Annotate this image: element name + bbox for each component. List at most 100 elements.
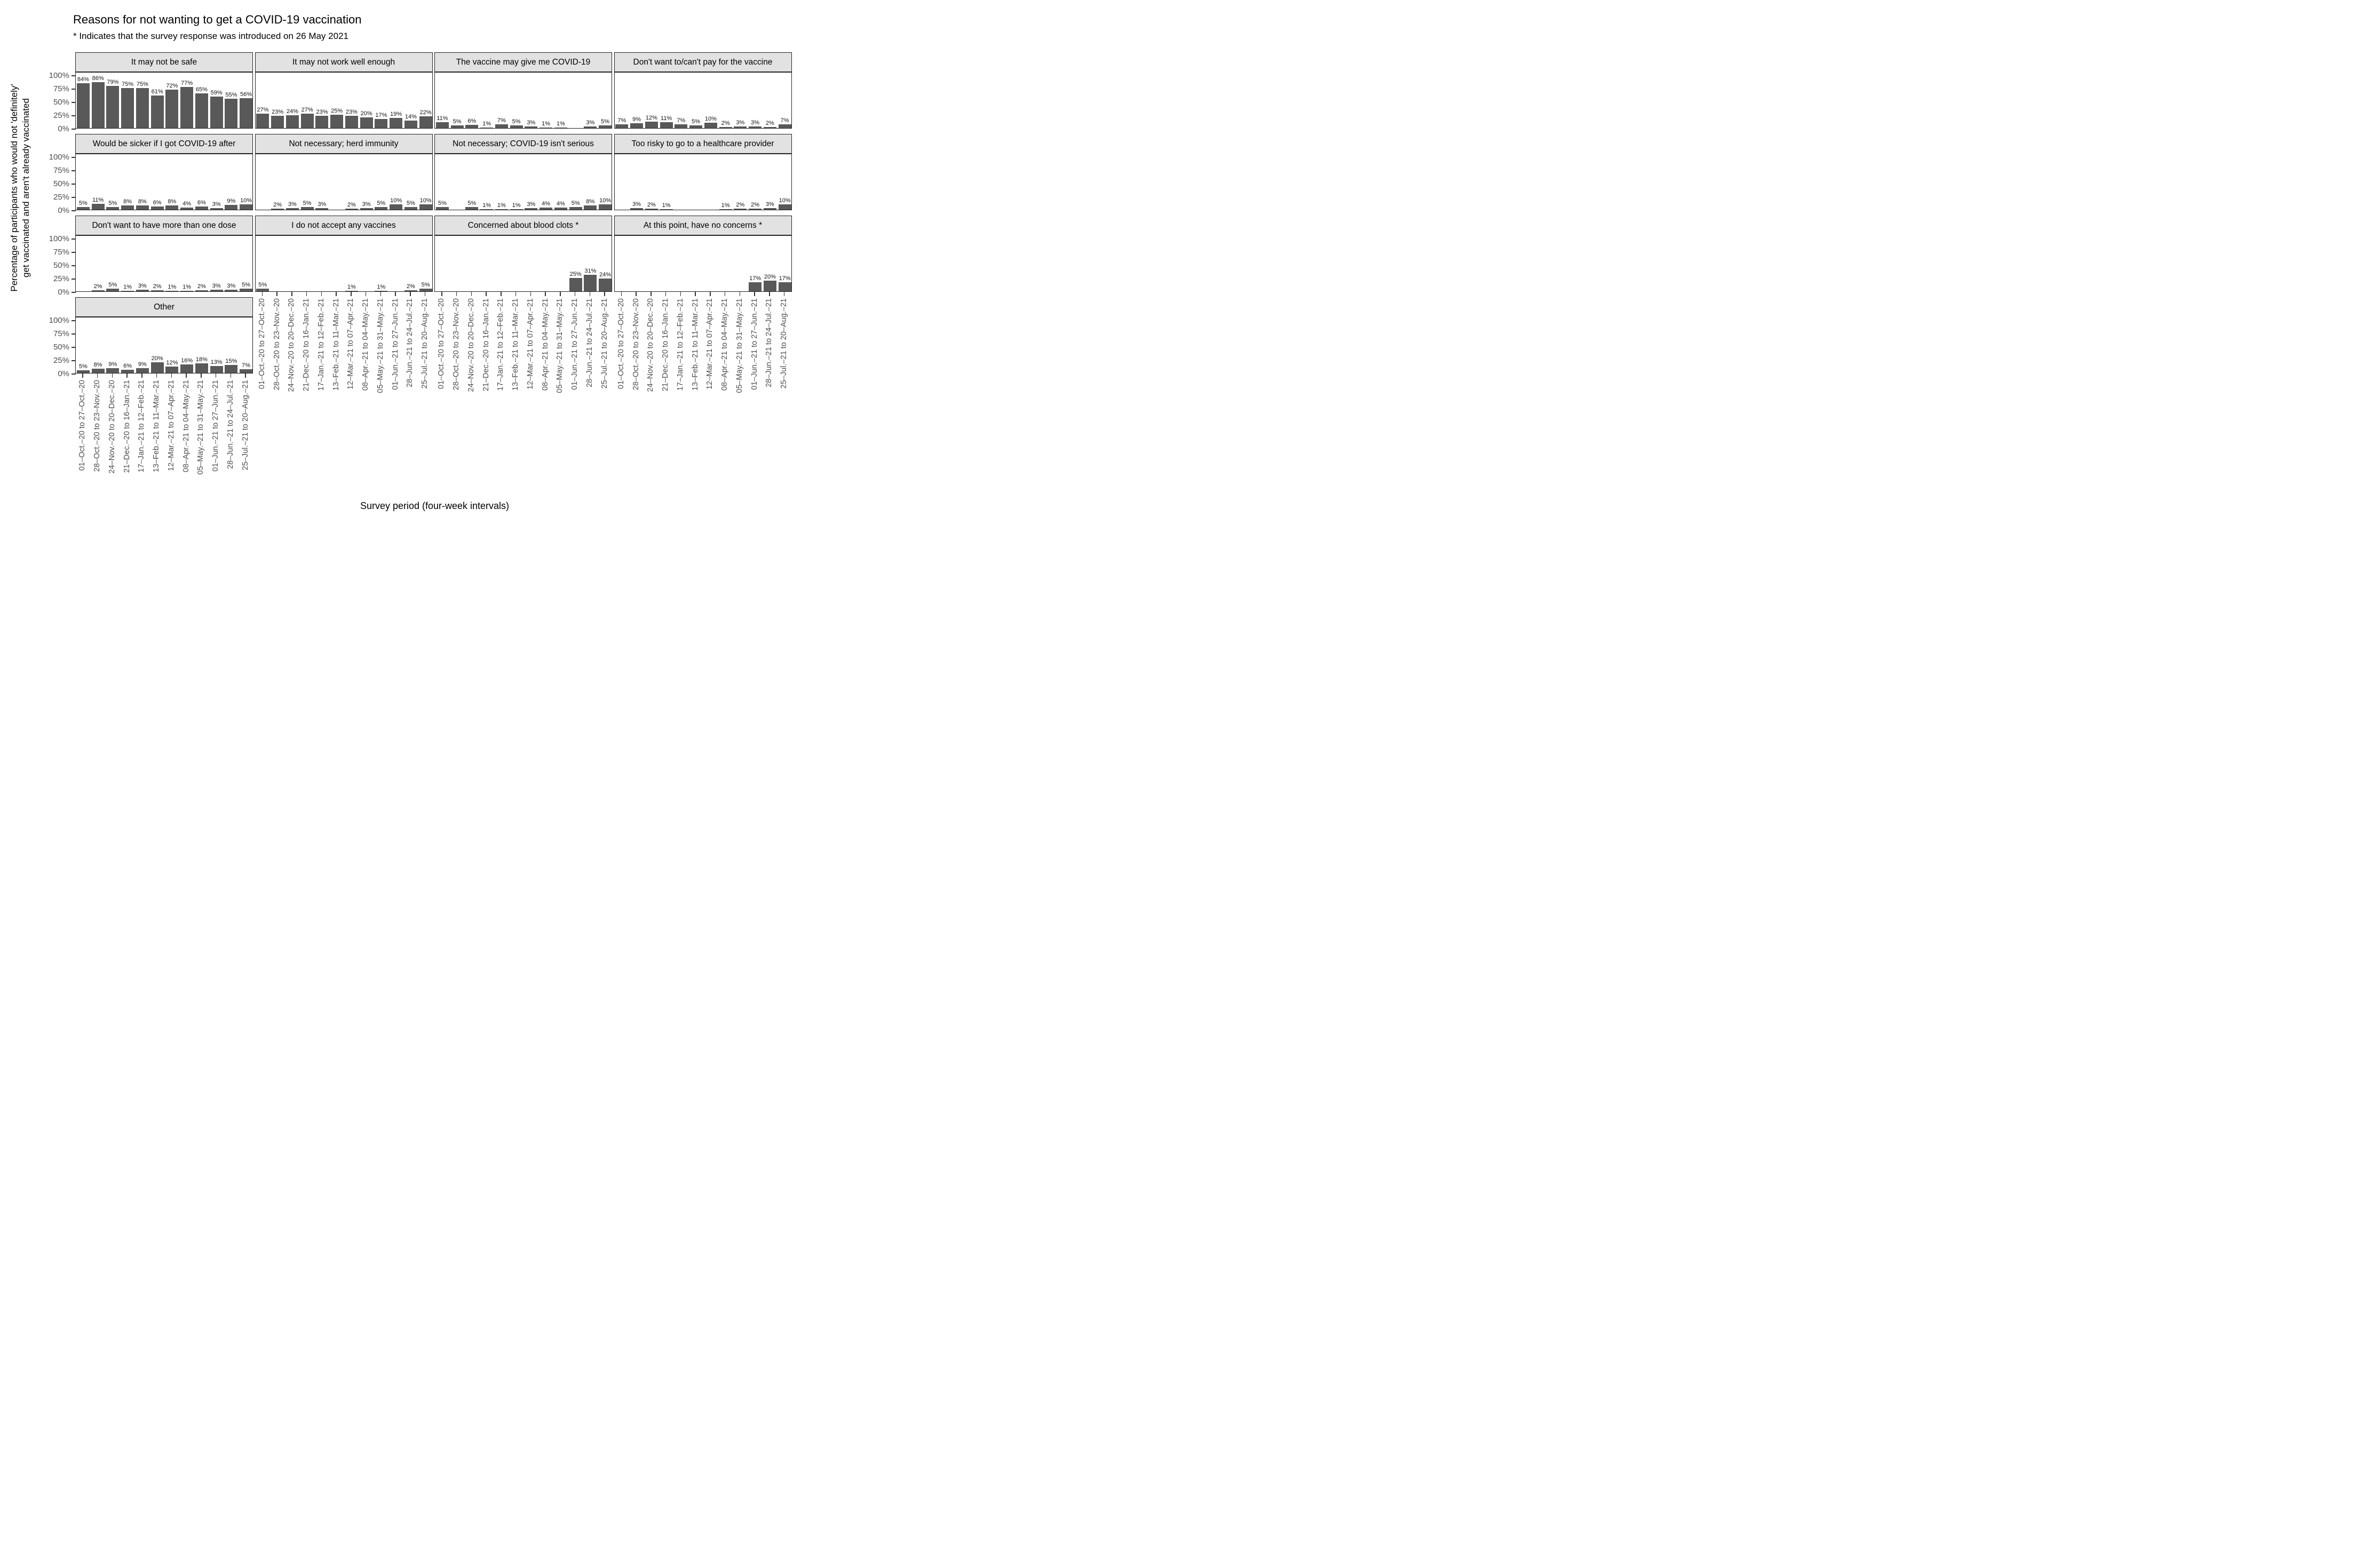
bar-value-label: 77% [181,80,193,86]
bar [495,124,508,128]
bar [136,88,149,128]
bar-value-label: 3% [751,120,760,126]
bar-value-label: 18% [195,356,208,363]
x-axis-tick [336,292,337,296]
bar [240,98,253,128]
x-axis-labels: 01–Oct.–20 to 27–Oct.–20 28–Oct.–20 to 23… [255,292,433,422]
bar-value-label: 10% [704,116,717,122]
bar-value-label: 11% [92,197,104,203]
bar-value-label: 23% [345,109,358,115]
faceted-bar-chart-figure: Reasons for not wanting to get a COVID-1… [0,0,794,519]
y-axis-tick-label: 75% [53,248,69,257]
facet-strip-title: I do not accept any vaccines [255,216,433,235]
x-axis-tick-label: 13–Feb.–21 to 11–Mar.–21 [691,298,700,391]
bar [165,367,179,373]
bar [315,116,329,128]
chart-subtitle: * Indicates that the survey response was… [73,31,348,41]
bar [540,208,553,210]
bar [525,126,538,128]
bar-value-label: 2% [347,202,356,208]
facet-panel: Don't want to/can't pay for the vaccine 7… [614,52,792,129]
bar [675,124,688,128]
y-axis-tick [72,75,76,76]
bar [660,209,673,210]
bar [749,126,762,128]
bar [525,208,538,210]
x-axis-tick-label: 05–May.–21 to 31–May.–21 [376,298,385,393]
bar [136,205,149,210]
bar-value-label: 20% [151,355,163,362]
bar-value-label: 5% [78,363,88,370]
y-axis-tick [72,279,76,280]
bar-value-label: 79% [107,79,119,85]
bar-value-label: 11% [437,115,448,122]
bar-value-label: 75% [136,81,148,88]
x-axis-tick-label: 13–Feb.–21 to 11–Mar.–21 [331,298,340,391]
x-axis-tick-label: 17–Jan.–21 to 12–Feb.–21 [316,298,326,391]
x-axis-tick-label: 28–Jun.–21 to 24–Jul.–21 [765,298,774,387]
x-axis-tick [486,292,487,296]
facet-plot-area: 2% 3% 5% 3% 2% 3% 5% 10% 5% 10% [255,153,433,210]
x-axis-tick-label: 08–Apr.–21 to 04–May.–21 [541,298,550,391]
bar-value-label: 3% [362,201,371,208]
bar [210,290,223,291]
x-axis-tick [710,292,711,296]
bar-value-label: 10% [419,197,432,204]
bar-value-label: 14% [404,114,417,120]
bar-value-label: 3% [527,120,536,126]
x-axis-tick [695,292,696,296]
x-axis-tick [171,373,172,378]
x-axis-tick [665,292,667,296]
x-axis-tick [365,292,367,296]
y-axis-tick-label: 50% [53,343,69,352]
bar [599,279,612,291]
facet-panel: It may not be safe 84% 86% 79% 75% 75% 61% 72% 7… [49,52,253,133]
bar [404,207,417,210]
bar [719,127,732,128]
facet-plot-area: 11% 5% 6% 1% 7% 5% 3% 1% 1% 3% 5% [434,71,612,129]
facet-panel: Not necessary; COVID-19 isn't serious 5% 5… [434,134,612,210]
bar-value-label: 9% [108,361,117,368]
x-axis-tick [574,292,576,296]
facet-plot-area: 17% 20% 17% [614,235,792,292]
bar-value-label: 5% [258,282,267,288]
x-axis-tick-label: 25–Jul.–21 to 20–Aug.–21 [421,298,430,389]
bar [210,208,223,210]
y-axis-tick [72,129,76,130]
bar-value-label: 4% [556,201,565,207]
bar [778,124,791,128]
y-axis-title-line2: get vaccinated and aren't already vaccin… [21,98,31,277]
bar-value-label: 3% [765,201,774,208]
x-axis-tick-label: 24–Nov.–20 to 20–Dec.–20 [287,298,296,392]
bar-value-label: 1% [482,202,491,209]
bar [763,127,776,128]
bar-value-label: 23% [272,109,284,115]
x-axis-tick-label: 25–Jul.–21 to 20–Aug.–21 [600,298,609,389]
y-axis-tick-label: 25% [53,356,69,365]
bar-value-label: 5% [78,200,88,206]
x-axis-tick [410,292,411,296]
bar-value-label: 2% [273,202,282,208]
bar-value-label: 86% [92,75,104,82]
x-axis-tick-label: 01–Oct.–20 to 27–Oct.–20 [616,298,625,390]
x-axis-tick-label: 28–Oct.–20 to 23–Nov.–20 [452,298,461,391]
facet-plot-area: 5% 11% 5% 8% 8% 6% 8% 4% 6% 3% 9% 10% 0% 25% 50% 75% 100… [49,153,253,215]
y-axis-tick [72,115,76,116]
bar-value-label: 3% [212,283,221,289]
bar [300,114,314,128]
x-axis-tick [126,373,128,378]
bar [91,82,105,128]
bar-value-label: 1% [123,284,132,290]
bar [569,278,582,291]
x-axis-tick-label: 28–Jun.–21 to 24–Jul.–21 [406,298,415,387]
x-axis-tick-label: 05–May.–21 to 31–May.–21 [556,298,565,393]
bar [419,116,432,128]
bar-value-label: 1% [347,284,356,290]
bar-value-label: 6% [467,118,477,124]
x-axis-tick-label: 05–May.–21 to 31–May.–21 [196,380,205,475]
bar-value-label: 7% [677,117,686,124]
bar [778,282,791,291]
facet-panel: Don't want to have more than one dose 2% 5… [49,216,253,297]
bar-value-label: 8% [138,198,147,205]
bar-value-label: 3% [318,201,327,208]
